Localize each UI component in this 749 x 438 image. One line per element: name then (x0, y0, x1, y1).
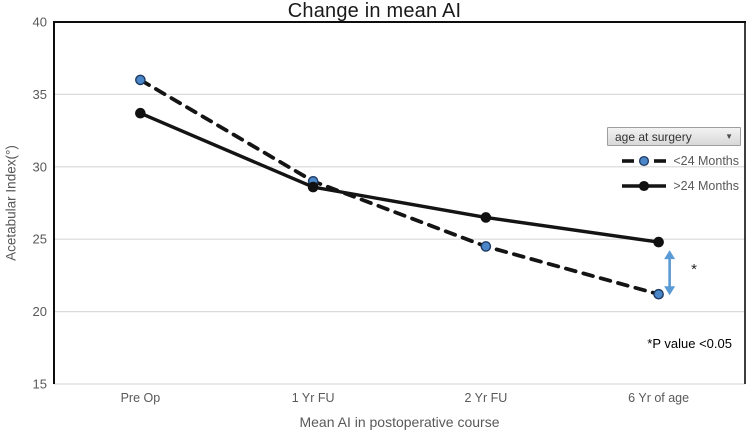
data-point-24-months (480, 212, 492, 223)
p-value-note: *P value <0.05 (647, 336, 732, 351)
legend-entry-label: <24 Months (673, 153, 739, 168)
x-category-label: 1 Yr FU (292, 391, 335, 405)
x-axis-title: Mean AI in postoperative course (299, 414, 500, 430)
legend-entry-label: >24 Months (673, 178, 739, 193)
data-point-24-months (653, 288, 664, 300)
dashed-line-sample-icon (622, 155, 667, 166)
arrow-head-down (664, 286, 676, 296)
legend-filter-button[interactable]: age at surgery ▼ (607, 127, 741, 146)
data-point-24-months (307, 181, 319, 193)
y-tick-label: 30 (33, 159, 47, 174)
data-point-24-months (135, 74, 146, 86)
x-category-label: 2 Yr FU (464, 391, 507, 405)
x-category-label: 6 Yr of age (628, 391, 689, 405)
x-category-label: Pre Op (121, 391, 161, 405)
data-point-24-months (135, 107, 146, 119)
series-line-24-months (138, 78, 661, 297)
significance-star: * (691, 261, 697, 278)
y-tick-label: 25 (33, 232, 47, 247)
data-point-24-months (480, 241, 492, 252)
solid-line-sample-icon (622, 180, 667, 191)
arrow-head-up (664, 250, 676, 260)
legend-filter-label: age at surgery (615, 129, 692, 144)
legend-entry-over-24-months: >24 Months (621, 173, 745, 198)
legend-entry-under-24-months: <24 Months (621, 148, 745, 173)
chart-title: Change in mean AI (287, 0, 462, 22)
y-tick-label: 20 (33, 304, 47, 319)
legend: <24 Months >24 Months (555, 148, 745, 198)
y-tick-label: 35 (33, 87, 47, 102)
chevron-down-icon: ▼ (725, 131, 733, 141)
sample-marker (639, 180, 650, 191)
y-tick-label: 15 (33, 377, 47, 392)
series-line-24-months (138, 111, 661, 244)
data-point-24-months (653, 236, 664, 248)
y-tick-label: 40 (33, 15, 47, 30)
y-axis-title: Acetabular Index(°) (3, 145, 19, 261)
sample-marker (639, 155, 650, 166)
